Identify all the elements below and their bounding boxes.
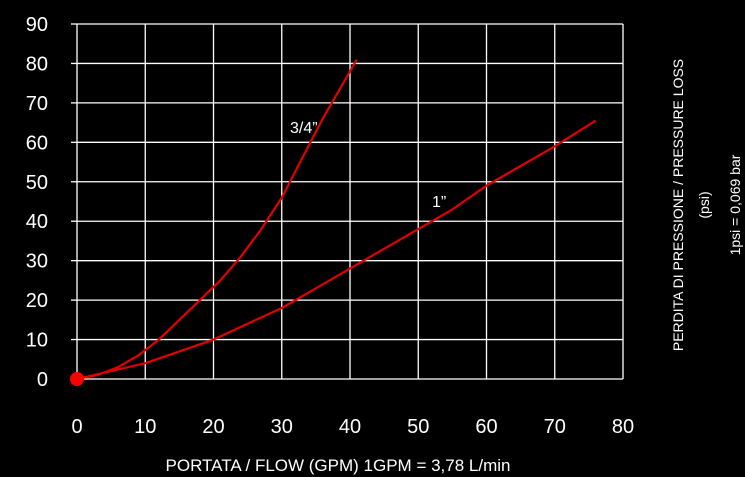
- x-tick-label: 20: [202, 416, 224, 438]
- y-tick-label: 30: [26, 251, 48, 273]
- y-tick-label: 40: [26, 211, 48, 233]
- grid: [71, 23, 624, 380]
- y-axis-ticks: 0 10 20 30 40 50 60 70 80 90: [26, 14, 48, 391]
- x-tick-label: 80: [612, 416, 634, 438]
- y-tick-label: 0: [37, 369, 48, 391]
- origin-marker: [70, 372, 84, 386]
- series-label: 1”: [432, 194, 446, 211]
- x-axis-ticks: 0 10 20 30 40 50 60 70 80: [71, 416, 634, 438]
- y-tick-label: 50: [26, 172, 48, 194]
- x-tick-label: 0: [71, 416, 82, 438]
- y-tick-label: 90: [26, 14, 48, 36]
- series-label: 3/4”: [290, 120, 318, 137]
- y-tick-label: 10: [26, 330, 48, 352]
- x-tick-label: 70: [544, 416, 566, 438]
- x-tick-label: 30: [271, 416, 293, 438]
- series-labels: 3/4” 1”: [290, 120, 446, 211]
- y-axis-conversion-label: 1psi = 0,069 bar: [727, 154, 743, 255]
- y-tick-label: 20: [26, 290, 48, 312]
- series-line: [76, 58, 358, 381]
- y-axis-unit-label: (psi): [696, 191, 712, 218]
- x-tick-label: 50: [407, 416, 429, 438]
- y-tick-label: 60: [26, 132, 48, 154]
- y-tick-label: 80: [26, 53, 48, 75]
- y-axis-label: PERDITA DI PRESSIONE / PRESSURE LOSS: [670, 59, 686, 351]
- series-lines: [76, 58, 597, 381]
- x-axis-label: PORTATA / FLOW (GPM) 1GPM = 3,78 L/min: [166, 456, 511, 475]
- x-tick-label: 10: [134, 416, 156, 438]
- x-tick-label: 40: [339, 416, 361, 438]
- y-tick-label: 70: [26, 93, 48, 115]
- x-tick-label: 60: [475, 416, 497, 438]
- series-line: [76, 119, 597, 381]
